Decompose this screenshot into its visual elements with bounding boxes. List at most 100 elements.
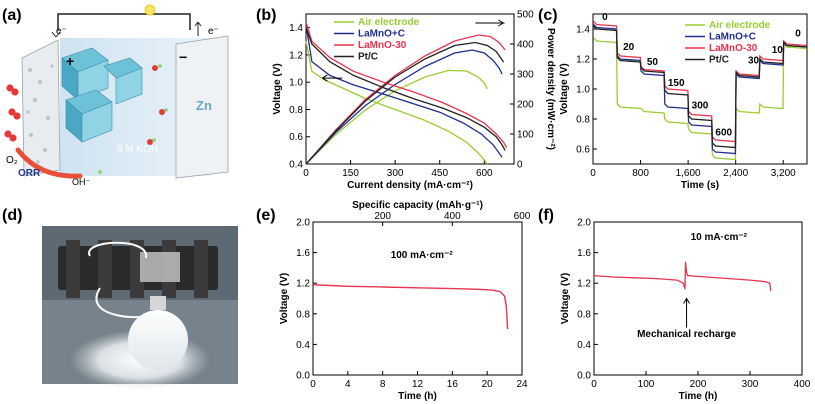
b-plot-frame <box>305 13 515 165</box>
b-series-pt-c-right <box>305 41 505 165</box>
b-arrow-left-icon <box>322 74 343 82</box>
perovskite-catalyst <box>61 47 143 143</box>
c-series-lamno-c <box>593 24 807 155</box>
b-series-lamno-c-right <box>305 49 503 165</box>
e-y-tick-label: 0.8 <box>296 309 310 320</box>
f-callout-arrow-icon <box>683 297 690 328</box>
c-y-tick-label: 0.8 <box>576 115 590 126</box>
f-y-tick-label: 0.4 <box>577 340 591 351</box>
hydrogen-atoms <box>98 64 168 174</box>
b-legend-label: Air electrode <box>358 17 420 28</box>
f-discharge-curve <box>593 261 772 291</box>
plus-sign: + <box>66 53 74 69</box>
c-y-tick-label: 1.2 <box>576 55 590 66</box>
battery-stack-photo <box>58 240 218 298</box>
f-annotation: 10 mA·cm⁻² <box>691 232 748 243</box>
c-series-lamno-30 <box>593 21 807 143</box>
c-step-label: 150 <box>668 78 685 89</box>
chart-e: 0 4 8 12 16 20 24 Time (h) 0.0 0.4 0.8 1.2 1.6 2.0 Vol… <box>279 200 531 402</box>
f-y-tick-label: 1.2 <box>577 279 591 290</box>
b-y-tick-label: 0.6 <box>289 132 303 143</box>
f-callout: Mechanical recharge <box>637 329 736 340</box>
c-step-label: 10 <box>772 45 784 56</box>
b-y2-tick-label: 400 <box>517 40 534 51</box>
f-x-axis-label: Time (h) <box>679 391 718 402</box>
c-series-air-electrode <box>593 37 807 161</box>
minus-sign: − <box>179 49 187 65</box>
b-y2-tick-label: 100 <box>517 130 534 141</box>
e-x-tick-label: 4 <box>345 379 351 390</box>
b-y2-tick-label: 200 <box>517 100 534 111</box>
b-x-tick-label: 150 <box>342 168 359 179</box>
c-legend-label: LaMnO+C <box>709 32 756 43</box>
b-series-air-electrode-left <box>305 41 488 165</box>
e-x2-tick-label: 600 <box>514 211 531 222</box>
c-legend-label: Pt/C <box>709 55 729 66</box>
c-step-label: 50 <box>647 57 659 68</box>
c-y-tick-label: 1.4 <box>576 25 590 36</box>
c-step-label: 300 <box>692 101 709 112</box>
c-step-label: 600 <box>715 128 732 139</box>
e-x-tick-label: 12 <box>412 379 424 390</box>
b-x-tick-label: 0 <box>303 168 309 179</box>
c-x-axis-label: Time (s) <box>681 180 719 191</box>
e-annotation: 100 mA·cm⁻² <box>391 250 454 261</box>
f-plot-frame <box>593 221 803 376</box>
b-legend-label: LaMnO+C <box>358 29 405 40</box>
b-arrow-right-icon <box>475 19 506 27</box>
bulb-socket <box>150 296 166 310</box>
e-x2-tick-label: 200 <box>374 211 391 222</box>
f-x-tick-label: 400 <box>794 379 811 390</box>
b-x-tick-label: 450 <box>431 168 448 179</box>
b-y2-tick-label: 0 <box>517 160 523 171</box>
e-x2-axis-label: Specific capacity (mAh·g⁻¹) <box>352 200 483 211</box>
f-x-tick-label: 100 <box>638 379 655 390</box>
c-series-pt-c <box>593 25 807 149</box>
b-legend-label: LaMnO-30 <box>358 40 407 51</box>
b-y-tick-label: 1.0 <box>289 78 303 89</box>
e-y-tick-label: 0.0 <box>296 371 310 382</box>
panel-c-label: (c) <box>538 7 558 24</box>
c-y-tick-label: 0.6 <box>576 145 590 156</box>
chart-c: 0 800 1,600 2,400 3,200 Time (s) 0.6 0.8 1.0 1.2 1… <box>559 12 808 191</box>
e-y-tick-label: 1.6 <box>296 248 310 259</box>
f-x-tick-label: 0 <box>591 379 597 390</box>
c-x-tick-label: 0 <box>590 168 596 179</box>
e-x-tick-label: 24 <box>516 379 528 390</box>
oxygen-molecules <box>4 65 165 145</box>
f-y-tick-label: 0.0 <box>577 371 591 382</box>
porous-texture <box>26 64 54 164</box>
e-x-tick-label: 0 <box>310 379 316 390</box>
e-x-tick-label: 8 <box>380 379 386 390</box>
panel-a-label: (a) <box>2 7 22 24</box>
e-discharge-curve <box>312 284 509 330</box>
b-y-tick-label: 0.8 <box>289 105 303 116</box>
zinc-label: Zn <box>196 98 212 113</box>
b-x-tick-label: 300 <box>387 168 404 179</box>
arrow-up-icon <box>194 21 202 36</box>
c-y-tick-label: 1.0 <box>576 85 590 96</box>
f-x-tick-label: 200 <box>690 379 707 390</box>
e-y-tick-label: 1.2 <box>296 279 310 290</box>
bulb-icon <box>144 4 156 16</box>
b-y-tick-label: 1.2 <box>289 50 303 61</box>
chart-f: 0 100 200 300 400 Time (h) 0.0 0.4 0.8 1.2 1.6 2.0 V… <box>560 218 811 403</box>
panel-d-label: (d) <box>2 207 22 224</box>
b-y2-axis-label: Power density (mW·cm⁻²) <box>545 28 556 150</box>
b-y2-tick-label: 300 <box>517 70 534 81</box>
hydroxide-label: OH⁻ <box>72 177 91 187</box>
b-legend-label: Pt/C <box>358 52 378 63</box>
arrow-down-icon <box>51 31 61 38</box>
koh-label: 6 M KOH <box>117 144 158 155</box>
panel-a: (a) e⁻ e⁻ + <box>2 4 229 187</box>
e-y-tick-label: 0.4 <box>296 340 310 351</box>
b-y-axis-label: Voltage (V) <box>272 63 283 114</box>
e-x-axis-label: Time (h) <box>398 391 437 402</box>
b-y2-tick-label: 500 <box>517 10 534 21</box>
e-y-axis-label: Voltage (V) <box>279 273 290 324</box>
panel-f-label: (f) <box>538 207 554 224</box>
external-circuit-wire <box>57 13 191 30</box>
panel-b-label: (b) <box>256 7 276 24</box>
zinc-electrode <box>175 35 229 179</box>
